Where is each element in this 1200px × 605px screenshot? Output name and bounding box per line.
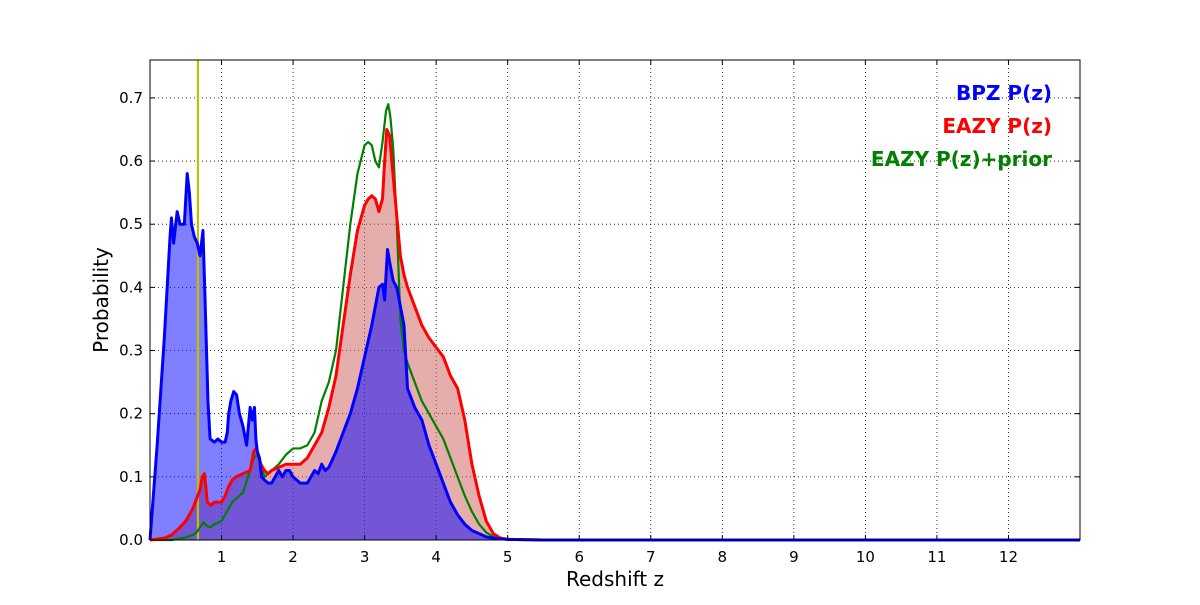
legend-entry-eazy-p-z: EAZY P(z): [942, 114, 1052, 138]
y-tick-label: 0.4: [119, 278, 143, 296]
y-tick-label: 0.6: [119, 152, 143, 170]
y-tick-label: 0.3: [119, 342, 143, 360]
x-tick-label: 1: [217, 548, 227, 566]
x-tick-label: 7: [646, 548, 656, 566]
x-tick-label: 2: [288, 548, 298, 566]
series-lines: [148, 103, 1080, 542]
x-tick-label: 3: [360, 548, 370, 566]
grid: [150, 60, 1080, 540]
legend-entry-eazy-p-z-prior: EAZY P(z)+prior: [871, 147, 1052, 171]
x-tick-label: 8: [718, 548, 728, 566]
legend: BPZ P(z) EAZY P(z) EAZY P(z)+prior: [871, 81, 1052, 171]
axes-frame: [149, 59, 1081, 541]
ticks: 1 2 3 4 5 6 7 8 9 10 11 120.00.10.20.30.40.50.60.7: [119, 60, 1080, 566]
y-tick-label: 0.7: [119, 89, 143, 107]
y-tick-label: 0.1: [119, 468, 143, 486]
x-tick-label: 12: [999, 548, 1018, 566]
eazy-p-z-line: [149, 127, 1080, 542]
y-tick-label: 0.2: [119, 405, 143, 423]
x-tick-label: 5: [503, 548, 513, 566]
y-axis-label: Probability: [89, 247, 113, 353]
x-tick-label: 10: [856, 548, 875, 566]
x-axis-label: Redshift z: [566, 567, 664, 591]
bpz-p-z-fill: [150, 173, 1080, 540]
eazy-p-z-prior-line: [150, 103, 1080, 542]
x-tick-label: 11: [927, 548, 946, 566]
x-tick-label: 6: [574, 548, 584, 566]
legend-entry-bpz-p-z: BPZ P(z): [956, 81, 1052, 105]
y-tick-label: 0.0: [119, 531, 143, 549]
series-fills: [150, 129, 1080, 540]
y-tick-label: 0.5: [119, 215, 143, 233]
x-tick-label: 9: [789, 548, 799, 566]
bpz-p-z-line: [148, 172, 1080, 542]
x-tick-label: 4: [431, 548, 441, 566]
